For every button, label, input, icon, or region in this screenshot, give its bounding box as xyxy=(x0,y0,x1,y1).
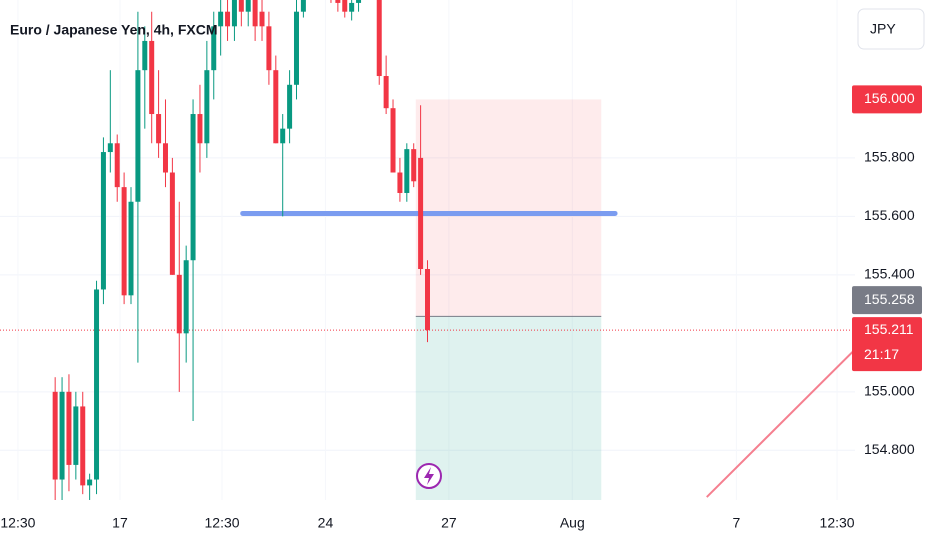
candle-body xyxy=(259,11,265,27)
candle-body xyxy=(404,149,410,193)
last-price-badge xyxy=(852,317,922,372)
chart-title: Euro / Japanese Yen, 4h, FXCM xyxy=(10,22,217,38)
candle-body xyxy=(225,11,231,27)
candle-body xyxy=(52,391,58,480)
candle-body xyxy=(411,149,417,182)
lightning-icon[interactable] xyxy=(416,463,442,489)
candle-body xyxy=(73,406,79,465)
y-tick-label: 155.400 xyxy=(864,266,915,282)
candle-body xyxy=(87,479,93,486)
candle-body xyxy=(211,26,217,71)
axes: 154.800 155.000 155.400 155.600 155.800 12:30… xyxy=(0,85,922,531)
candle-body xyxy=(273,70,279,144)
y-tick-label: 155.000 xyxy=(864,383,915,399)
candle-body xyxy=(238,0,244,12)
candle-body xyxy=(114,143,120,188)
candle-body xyxy=(342,0,348,12)
candle-body xyxy=(245,0,251,12)
last-price-label: 155.211 xyxy=(864,321,914,337)
stop-badge xyxy=(852,85,922,114)
stop-badge-label: 156.000 xyxy=(864,90,915,106)
y-tick-label: 155.800 xyxy=(864,149,915,165)
trend-line xyxy=(706,348,855,498)
candle-body xyxy=(107,143,113,153)
x-tick-label: 27 xyxy=(441,515,457,531)
target-zone xyxy=(415,316,602,500)
x-tick-label: 7 xyxy=(733,515,741,531)
y-tick-label: 154.800 xyxy=(864,441,915,457)
candle-body xyxy=(335,0,341,3)
x-tick-label: 12:30 xyxy=(205,515,240,531)
candle-body xyxy=(425,269,430,331)
candle-body xyxy=(121,187,127,296)
candle-body xyxy=(197,114,203,144)
candle-body xyxy=(142,40,148,71)
x-tick-label: 12:30 xyxy=(820,515,855,531)
countdown-label: 21:17 xyxy=(864,346,899,362)
candle-body xyxy=(218,11,224,27)
candle-body xyxy=(169,172,175,275)
x-tick-label: Aug xyxy=(560,515,585,531)
candle-body xyxy=(300,0,306,12)
candle-body xyxy=(390,108,396,173)
candle-body xyxy=(252,0,258,27)
candle-body xyxy=(149,40,155,115)
candle-body xyxy=(418,157,424,270)
candle-body xyxy=(176,274,182,334)
candle-body xyxy=(100,152,106,290)
y-tick-label: 155.600 xyxy=(864,207,915,223)
currency-button[interactable] xyxy=(857,8,925,50)
x-tick-label: 17 xyxy=(112,515,128,531)
x-tick-label: 24 xyxy=(318,515,334,531)
candle-body xyxy=(183,260,189,334)
candle-body xyxy=(204,70,210,144)
candle-body xyxy=(94,289,100,480)
stop-zone xyxy=(415,99,602,317)
candle-body xyxy=(293,11,299,85)
currency-label[interactable]: JPY xyxy=(870,21,896,37)
x-tick-label: 12:30 xyxy=(0,515,35,531)
candle-body xyxy=(356,0,362,3)
candle-body xyxy=(397,172,403,193)
candle-body xyxy=(128,201,134,296)
candle-body xyxy=(383,76,389,109)
grid xyxy=(0,157,855,451)
candle-body xyxy=(59,391,65,480)
candle-body xyxy=(231,0,237,27)
candle-body xyxy=(266,26,272,71)
candle-body xyxy=(156,114,162,144)
candle-body xyxy=(376,0,382,77)
candle-body xyxy=(80,406,86,486)
candle-body xyxy=(66,391,72,465)
candle-body xyxy=(190,114,196,261)
candle-body xyxy=(162,143,168,173)
candle-body xyxy=(280,128,286,144)
candle-body xyxy=(287,84,293,129)
entry-badge xyxy=(852,286,922,315)
plot-area xyxy=(0,0,855,500)
candle-body xyxy=(349,2,355,12)
entry-badge-label: 155.258 xyxy=(864,291,915,307)
candle-body xyxy=(135,70,141,202)
